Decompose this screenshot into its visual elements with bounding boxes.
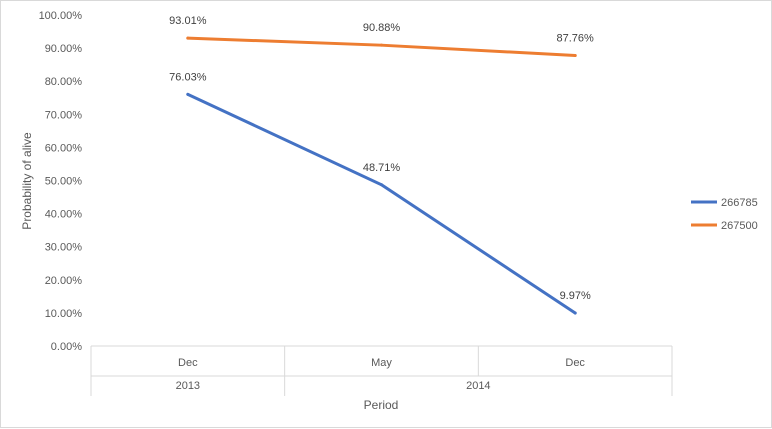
y-tick-label: 0.00%	[51, 341, 82, 353]
x-tick-label: May	[371, 357, 392, 369]
data-point	[186, 92, 190, 96]
data-point	[573, 54, 577, 58]
x-tick-label: Dec	[565, 357, 585, 369]
y-tick-label: 70.00%	[45, 109, 83, 121]
y-tick-label: 50.00%	[45, 176, 83, 188]
y-tick-label: 30.00%	[45, 242, 83, 254]
data-label: 48.71%	[363, 162, 401, 174]
data-point	[380, 43, 383, 47]
x-group-label: 2014	[466, 380, 490, 392]
data-point	[573, 311, 577, 315]
data-label: 9.97%	[560, 290, 591, 302]
data-label: 93.01%	[169, 15, 207, 27]
y-tick-label: 80.00%	[45, 76, 83, 88]
series-line-267500	[186, 36, 577, 58]
series-line-266785	[186, 92, 577, 315]
y-tick-label: 20.00%	[45, 275, 83, 287]
legend-label: 267500	[721, 220, 758, 232]
y-tick-label: 60.00%	[45, 142, 83, 154]
y-tick-label: 90.00%	[45, 43, 83, 55]
legend-label: 266785	[721, 197, 758, 209]
data-point	[380, 183, 383, 187]
y-axis-title: Probability of alive	[20, 132, 34, 230]
x-axis-title: Period	[364, 398, 399, 412]
x-tick-label: Dec	[178, 357, 198, 369]
data-label: 90.88%	[363, 22, 401, 34]
x-group-label: 2013	[176, 380, 200, 392]
y-tick-label: 10.00%	[45, 308, 83, 320]
data-label: 87.76%	[557, 33, 595, 45]
data-point	[186, 36, 190, 40]
data-label: 76.03%	[169, 71, 207, 83]
y-tick-label: 100.00%	[39, 10, 83, 22]
y-tick-label: 40.00%	[45, 209, 83, 221]
